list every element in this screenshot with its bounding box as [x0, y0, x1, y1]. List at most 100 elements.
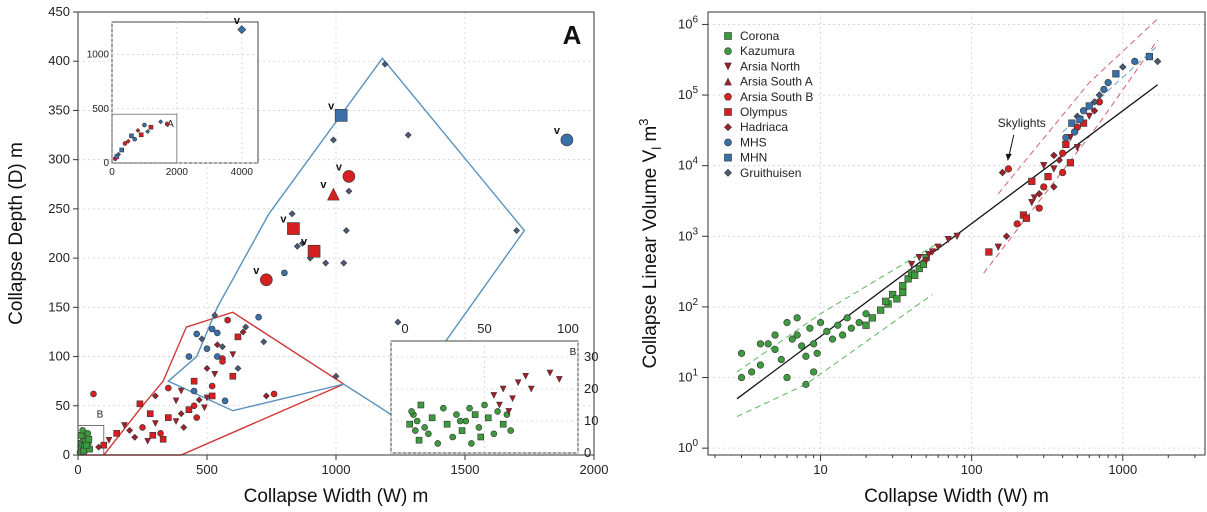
inset-b-point: [456, 417, 464, 425]
plot-frame: [707, 11, 1206, 456]
x-tick-label: 1000: [1108, 462, 1137, 477]
legend-label: Arsia South B: [740, 90, 813, 104]
highlight-v-label: v: [253, 265, 260, 277]
data-point: [843, 314, 851, 322]
legend-marker: [724, 138, 732, 147]
y-axis-label: Collapse Linear Volume Vl m3: [636, 119, 664, 369]
data-point: [299, 239, 306, 247]
legend-marker: [724, 62, 732, 71]
data-point: [159, 435, 167, 443]
red-envelope: [78, 311, 346, 456]
highlight-point: [327, 187, 340, 201]
data-point: [270, 390, 278, 398]
data-point: [1153, 57, 1162, 66]
data-point: [737, 373, 746, 382]
y-tick-exponent: 1: [692, 368, 698, 379]
y-tick-label: 200: [48, 250, 70, 265]
inset-a-label: A: [167, 119, 174, 130]
data-point: [193, 330, 200, 338]
data-point: [342, 227, 350, 234]
data-point: [293, 242, 301, 250]
highlight-point: [260, 273, 273, 287]
data-point: [1022, 214, 1030, 222]
data-point: [1040, 162, 1048, 170]
skylights-annotation: Skylights: [998, 116, 1046, 130]
data-point: [219, 343, 226, 351]
data-point: [157, 430, 164, 437]
y-tick-exponent: 5: [692, 85, 698, 96]
data-point: [190, 377, 198, 385]
inset-b-point: [449, 433, 457, 441]
highlight-point: [287, 222, 300, 235]
inset-b-point: [453, 411, 460, 418]
legend-label: Corona: [740, 29, 780, 43]
data-point: [1028, 199, 1036, 207]
data-point: [1085, 112, 1093, 121]
data-point: [139, 424, 146, 431]
data-point: [1079, 107, 1088, 115]
data-point: [1068, 119, 1076, 127]
fit-line: [736, 84, 1158, 400]
data-point: [281, 269, 288, 277]
data-point: [834, 321, 842, 329]
blue-envelope: [167, 57, 526, 417]
inset-b-point: [496, 401, 503, 409]
inset-b-point: [413, 417, 421, 425]
inset-a-point: [138, 132, 144, 138]
data-point: [802, 380, 810, 388]
data-point: [172, 397, 180, 405]
data-point: [229, 351, 237, 359]
data-point: [882, 297, 890, 305]
data-point: [1076, 115, 1084, 124]
inset-b-point: [408, 408, 415, 415]
data-point: [802, 352, 810, 360]
data-point: [1090, 98, 1099, 106]
y-tick-label: 300: [48, 152, 70, 167]
skylights-arrow: [1008, 134, 1015, 158]
y-tick-exponent: 2: [692, 297, 698, 308]
data-point: [1073, 144, 1081, 152]
data-point: [185, 406, 193, 414]
inset-b-point: [462, 417, 470, 425]
data-point: [203, 394, 211, 402]
data-point: [810, 368, 818, 376]
data-point: [185, 353, 193, 360]
inset-b-point: [514, 379, 522, 387]
data-point: [810, 340, 818, 348]
red-envelope: [983, 39, 1159, 274]
inset-b-point: [406, 420, 414, 428]
inset-b-zoom-label: B: [97, 410, 104, 421]
highlight-point: [307, 244, 321, 258]
inset-a-point: [129, 133, 134, 139]
legend-marker: [724, 168, 732, 177]
data-point: [213, 341, 221, 349]
data-point: [922, 257, 930, 265]
data-point: [1145, 53, 1153, 61]
inset-b-point: [466, 404, 473, 412]
x-axis-label: Collapse Width (W) m: [244, 486, 429, 507]
data-point: [777, 355, 785, 364]
inset-b-point: [468, 440, 475, 447]
data-point: [121, 422, 128, 430]
data-point: [1030, 194, 1039, 202]
data-point: [329, 136, 337, 144]
data-point: [1104, 79, 1112, 87]
data-point: [783, 318, 791, 327]
inset-a-ytick: 1000: [87, 50, 110, 61]
data-point: [1059, 168, 1067, 177]
y-tick-label: 100: [678, 438, 698, 455]
data-point: [793, 314, 801, 322]
data-point: [208, 392, 216, 400]
data-point: [151, 392, 159, 400]
inset-b-ytick: 0: [584, 445, 591, 460]
y-tick-label: 150: [48, 299, 70, 314]
inset-a-point: [164, 121, 170, 127]
highlight-point: [560, 133, 574, 147]
legend-label: Hadriaca: [740, 120, 788, 134]
inset-b-point: [425, 430, 432, 438]
data-point: [208, 382, 216, 390]
data-point: [907, 260, 916, 269]
inset-a-box: [111, 21, 259, 164]
data-point: [1062, 140, 1070, 149]
data-point: [219, 358, 226, 365]
